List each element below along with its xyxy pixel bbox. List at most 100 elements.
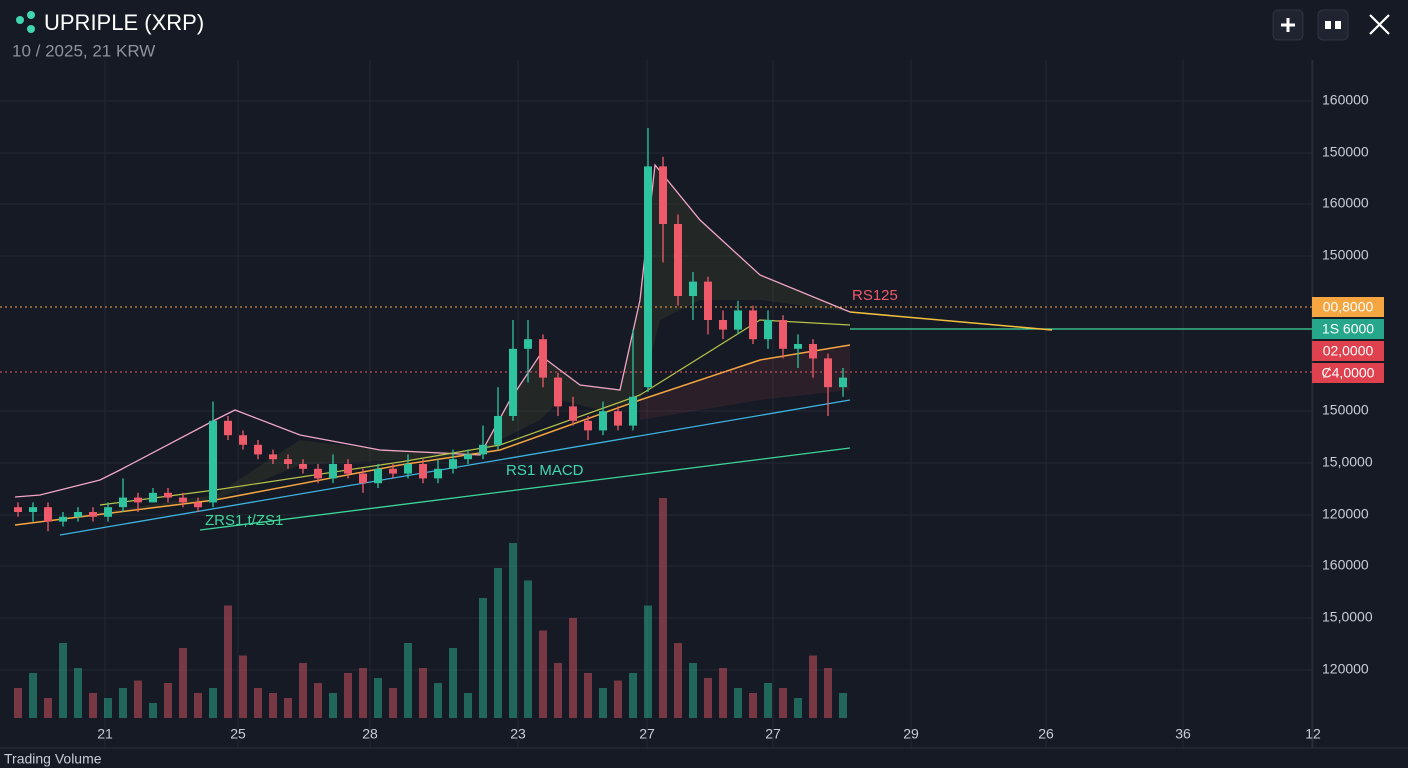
add-button[interactable] (1272, 9, 1304, 41)
x-axis-label: 27 (765, 726, 781, 742)
y-axis-label: 160000 (1322, 92, 1369, 108)
candle-body (719, 320, 727, 330)
volume-bar (764, 683, 772, 718)
candle-body (89, 512, 97, 517)
price-badge-label: 00,8000 (1323, 299, 1374, 315)
volume-bar (329, 693, 337, 718)
volume-bar (629, 673, 637, 718)
candle-body (554, 377, 562, 407)
marks (14, 128, 847, 718)
y-axis-label: 15,0000 (1322, 454, 1373, 470)
x-axis-label: 27 (639, 726, 655, 742)
volume-bar (479, 598, 487, 718)
x-axis-label: 21 (97, 726, 113, 742)
volume-bar (134, 680, 142, 718)
candle-body (569, 406, 577, 421)
volume-bar (44, 698, 52, 718)
candle-body (659, 166, 667, 224)
volume-bar (524, 580, 532, 718)
logo (16, 11, 35, 33)
volume-bar (299, 663, 307, 718)
candle-body (164, 492, 172, 498)
candle-body (209, 420, 217, 503)
candle-body (629, 396, 637, 426)
annotation: RS1 MACD (506, 462, 584, 479)
close-button[interactable] (1369, 14, 1390, 35)
volume-bar (839, 693, 847, 718)
candle-body (644, 166, 652, 388)
volume-bar (434, 683, 442, 718)
candle-body (764, 320, 772, 340)
annotation: ZRS1,t/ZS1 (205, 512, 283, 529)
volume-bar (209, 688, 217, 718)
volume-bar (74, 668, 82, 718)
volume-bar (254, 688, 262, 718)
candle-body (314, 468, 322, 479)
candle-body (704, 281, 712, 320)
candle-body (479, 444, 487, 455)
subtitle: 10 / 2025, 21 KRW (12, 41, 155, 60)
candle-body (344, 464, 352, 474)
volume-bar (389, 688, 397, 718)
x-axis-label: 28 (362, 726, 378, 742)
trend-line (199, 447, 851, 531)
volume-bar (689, 663, 697, 718)
candle-body (839, 377, 847, 388)
y-axis-label: 150000 (1322, 144, 1369, 160)
volume-bar (644, 605, 652, 718)
candle-body (599, 411, 607, 431)
candle-body (149, 492, 157, 503)
candle-body (794, 344, 802, 349)
candle-body (509, 348, 517, 416)
volume-bar (194, 693, 202, 718)
volume-bar (14, 688, 22, 718)
price-badge (1312, 363, 1384, 383)
candle-body (14, 507, 22, 512)
volume-bar (179, 648, 187, 718)
candle-body (584, 420, 592, 431)
volume-bar (449, 648, 457, 718)
y-axis-label: 15,0000 (1322, 609, 1373, 625)
candle-body (239, 435, 247, 445)
price-badge (1312, 341, 1384, 361)
y-axis-label: 150000 (1322, 247, 1369, 263)
layout-button[interactable] (1317, 9, 1349, 41)
volume-bar (554, 663, 562, 718)
price-badge-label: Ȼ4,0000 (1322, 365, 1375, 381)
volume-bar (464, 693, 472, 718)
candle-body (404, 464, 412, 474)
candle-body (689, 281, 697, 296)
candle-body (824, 358, 832, 388)
candle-body (434, 468, 442, 479)
volume-bar (734, 688, 742, 718)
candle-body (464, 454, 472, 460)
x-axis-label: 26 (1038, 726, 1054, 742)
volume-bar (314, 683, 322, 718)
volume-label: Trading Volume (4, 751, 102, 767)
x-axis-label: 36 (1175, 726, 1191, 742)
volume-bar (569, 618, 577, 718)
candle-body (179, 497, 187, 503)
volume-bar (164, 683, 172, 718)
volume-bar (419, 668, 427, 718)
candle-body (104, 507, 112, 517)
candle-body (614, 411, 622, 426)
volume-bar (539, 630, 547, 718)
y-axis-label: 120000 (1322, 506, 1369, 522)
candle-body (119, 497, 127, 508)
volume-bar (59, 643, 67, 718)
volume-bar (584, 673, 592, 718)
volume-bar (104, 698, 112, 718)
volume-bar (659, 498, 667, 718)
candle-body (389, 468, 397, 474)
candle-body (269, 454, 277, 460)
y-axis-label: 150000 (1322, 402, 1369, 418)
candle-body (779, 320, 787, 349)
y-axis-label: 120000 (1322, 661, 1369, 677)
candle-body (284, 459, 292, 464)
volume-bar (359, 668, 367, 718)
candle-body (194, 502, 202, 508)
x-axis-label: 23 (510, 726, 526, 742)
